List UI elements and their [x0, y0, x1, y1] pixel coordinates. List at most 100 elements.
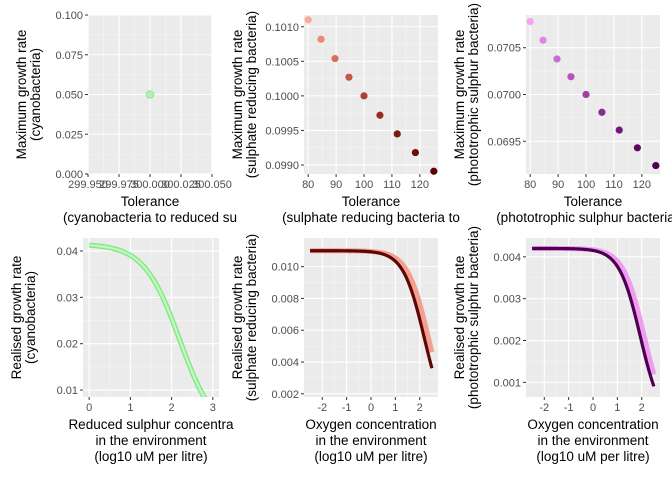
y-axis-title: (cyanobacteria) [23, 271, 38, 364]
x-tick-label: 300.025 [161, 179, 201, 191]
x-tick-label: -2 [317, 402, 327, 414]
y-tick-label: 0.001 [493, 377, 521, 389]
y-tick-label: 0.004 [271, 357, 299, 369]
y-axis-title: (sulphate reducing bacteria) [244, 234, 259, 401]
data-point [553, 55, 561, 63]
x-tick-label: 80 [302, 179, 314, 191]
x-axis-title: (log10 uM per litre) [536, 449, 649, 464]
y-tick-label: 0.003 [493, 294, 521, 306]
x-tick-label: 300.000 [130, 179, 170, 191]
y-tick-label: 0.0705 [487, 43, 521, 55]
panel-4: 0.01 0.02 0.03 0.04 0 1 2 3 Reduced sulphur conc… [9, 238, 234, 464]
data-point [376, 111, 384, 119]
x-tick-label: 80 [524, 179, 536, 191]
data-point [317, 35, 325, 43]
y-tick-label: 0.002 [493, 336, 521, 348]
x-axis-title: Oxygen concentration [527, 417, 658, 432]
y-tick-label: 0.0695 [487, 136, 521, 148]
x-tick-label: 0 [590, 402, 596, 414]
x-tick-label: 110 [605, 179, 623, 191]
panel-6: 0.001 0.002 0.003 0.004 -2 -1 0 1 2 Oxygen concen… [452, 226, 660, 464]
y-axis-title: Realised growth rate [230, 256, 245, 380]
data-point [526, 17, 534, 26]
y-tick-label: 0.04 [57, 246, 78, 258]
y-axis-title: (cyanobacteria) [28, 48, 43, 141]
data-point [633, 144, 641, 152]
data-point [304, 16, 312, 24]
x-axis-title: (phototrophic sulphur bacteria to [496, 210, 672, 225]
x-tick-label: 0 [368, 402, 374, 414]
data-point [393, 130, 401, 138]
y-axis-title: Realised growth rate [9, 256, 24, 380]
y-axis-title: Maximum growth rate [14, 30, 29, 160]
x-axis-title: in the environment [95, 433, 206, 448]
y-tick-label: 0.008 [271, 293, 299, 305]
x-tick-label: 120 [411, 179, 429, 191]
y-axis-title: Maximum growth rate [230, 30, 245, 160]
x-tick-label: 90 [552, 179, 564, 191]
y-tick-label: 0.000 [55, 169, 83, 181]
y-axis-title: Maximum growth rate [452, 30, 467, 160]
x-tick-label: 2 [417, 402, 423, 414]
x-axis-title: Tolerance [342, 194, 401, 209]
series-line [89, 244, 205, 397]
y-axis-title: Realised growth rate [452, 256, 467, 380]
y-tick-label: 0.02 [57, 339, 78, 351]
y-tick-label: 0.0990 [265, 160, 299, 172]
y-tick-label: 0.01 [57, 385, 78, 397]
y-tick-label: 0.1000 [265, 91, 299, 103]
x-tick-label: 1 [614, 402, 620, 414]
data-point [598, 108, 606, 116]
y-axis-title: (sulphate reducing bacteria) [244, 11, 259, 178]
series-line [531, 246, 656, 387]
x-tick-label: 2 [169, 402, 175, 414]
x-axis-title: Reduced sulphur concentra [68, 417, 234, 432]
data-point [652, 161, 660, 170]
y-axis-title: (phototrophic sulphur bacteria) [466, 226, 481, 409]
y-tick-label: 0.0700 [487, 90, 521, 102]
x-tick-label: -1 [564, 402, 574, 414]
x-axis-title: (log10 uM per litre) [314, 449, 427, 464]
x-tick-label: 299.950 [68, 179, 108, 191]
data-point [582, 90, 590, 99]
y-axis-title: (phototrophic sulphur bacteria) [466, 3, 481, 186]
y-tick-label: 0.010 [271, 262, 299, 274]
x-tick-label: 1 [392, 402, 398, 414]
y-tick-label: 0.004 [493, 252, 521, 264]
data-point [331, 54, 339, 63]
series-line [309, 249, 434, 369]
panel-2: 0.0990 0.0995 0.1000 0.1005 0.1010 80 90 100 110… [230, 11, 460, 225]
y-tick-label: 0.075 [55, 50, 83, 62]
x-axis-title: in the environment [315, 433, 426, 448]
x-tick-label: 300.050 [192, 179, 232, 191]
x-tick-label: 100 [355, 179, 373, 191]
x-tick-label: 2 [639, 402, 645, 414]
y-tick-label: 0.002 [271, 389, 299, 401]
x-tick-label: 299.975 [99, 179, 139, 191]
y-tick-label: 0.050 [55, 90, 83, 102]
x-tick-label: -2 [539, 402, 549, 414]
x-tick-label: 120 [633, 179, 651, 191]
x-axis-title: (cyanobacteria to reduced su [63, 210, 237, 225]
x-tick-label: 3 [210, 402, 216, 414]
x-tick-label: 1 [127, 402, 133, 414]
x-axis-title: (sulphate reducing bacteria to [282, 210, 460, 225]
y-tick-label: 0.006 [271, 325, 299, 337]
x-tick-label: 100 [577, 179, 595, 191]
y-tick-label: 0.1005 [265, 56, 299, 68]
x-axis-title: Oxygen concentration [305, 417, 436, 432]
y-tick-label: 0.100 [55, 10, 83, 22]
data-point [430, 167, 438, 175]
y-tick-label: 0.1010 [265, 22, 299, 34]
x-tick-label: 90 [330, 179, 342, 191]
data-point [539, 36, 547, 44]
x-tick-label: 0 [86, 402, 92, 414]
x-axis-title: Tolerance [564, 194, 623, 209]
data-point [345, 73, 353, 81]
y-tick-label: 0.025 [55, 129, 83, 141]
panel-5: 0.002 0.004 0.006 0.008 0.010 -2 -1 0 1 2 Oxygen c… [230, 234, 438, 464]
panel-1: 0.0000.0250.0500.0750.100299.950299.9753… [14, 10, 237, 225]
data-point [411, 148, 419, 157]
panel-3: 0.0695 0.0700 0.0705 80 90 100 110 120 Tolerance… [452, 3, 672, 225]
